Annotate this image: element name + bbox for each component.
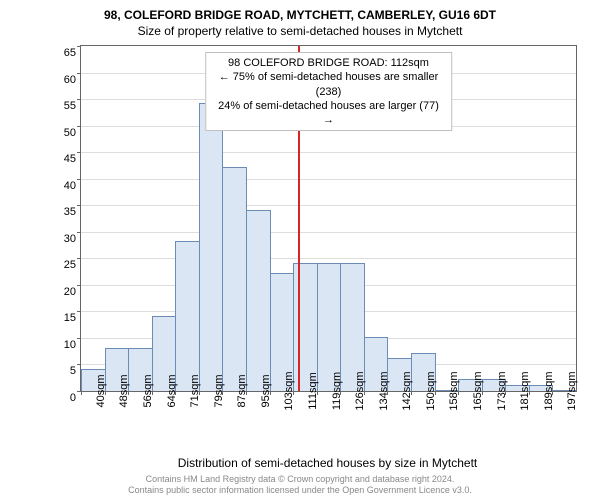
annotation-line3: 24% of semi-detached houses are larger (… <box>212 99 446 128</box>
y-tick-label: 40 <box>64 180 81 192</box>
y-tick-mark <box>77 73 81 74</box>
y-tick-mark <box>77 232 81 233</box>
x-tick-mark <box>411 391 412 395</box>
x-tick-mark <box>128 391 129 395</box>
x-tick-mark <box>81 391 82 395</box>
y-tick-label: 65 <box>64 47 81 59</box>
footer-line1: Contains HM Land Registry data © Crown c… <box>0 474 600 485</box>
y-tick-label: 0 <box>70 392 81 404</box>
x-tick-mark <box>199 391 200 395</box>
y-tick-mark <box>77 46 81 47</box>
grid-line <box>81 152 576 153</box>
y-tick-label: 35 <box>64 206 81 218</box>
x-tick-mark <box>364 391 365 395</box>
x-tick-mark <box>387 391 388 395</box>
annotation-box: 98 COLEFORD BRIDGE ROAD: 112sqm ← 75% of… <box>205 52 453 131</box>
y-tick-label: 5 <box>70 365 81 377</box>
chart-title-main: 98, COLEFORD BRIDGE ROAD, MYTCHETT, CAMB… <box>0 0 600 22</box>
histogram-bar <box>246 210 271 391</box>
chart-title-sub: Size of property relative to semi-detach… <box>0 22 600 38</box>
grid-line <box>81 232 576 233</box>
x-axis-label: Distribution of semi-detached houses by … <box>178 456 477 470</box>
plot-area: 0510152025303540455055606540sqm48sqm56sq… <box>80 45 577 392</box>
histogram-bar <box>222 167 247 391</box>
annotation-line1: 98 COLEFORD BRIDGE ROAD: 112sqm <box>212 56 446 70</box>
x-tick-mark <box>246 391 247 395</box>
y-tick-mark <box>77 179 81 180</box>
y-tick-label: 15 <box>64 312 81 324</box>
y-tick-mark <box>77 99 81 100</box>
y-tick-mark <box>77 311 81 312</box>
x-tick-mark <box>270 391 271 395</box>
y-tick-label: 45 <box>64 153 81 165</box>
x-tick-mark <box>293 391 294 395</box>
x-tick-mark <box>222 391 223 395</box>
x-tick-mark <box>505 391 506 395</box>
y-tick-mark <box>77 285 81 286</box>
y-tick-label: 30 <box>64 233 81 245</box>
chart-container: Number of semi-detached properties 05101… <box>55 45 575 415</box>
grid-line <box>81 205 576 206</box>
x-tick-mark <box>482 391 483 395</box>
x-tick-mark <box>317 391 318 395</box>
x-tick-mark <box>529 391 530 395</box>
x-tick-mark <box>105 391 106 395</box>
footer: Contains HM Land Registry data © Crown c… <box>0 474 600 496</box>
y-tick-label: 25 <box>64 259 81 271</box>
annotation-line2: ← 75% of semi-detached houses are smalle… <box>212 70 446 99</box>
x-tick-mark <box>435 391 436 395</box>
grid-line <box>81 179 576 180</box>
histogram-bar <box>199 103 224 391</box>
y-tick-label: 60 <box>64 74 81 86</box>
footer-line2: Contains public sector information licen… <box>0 485 600 496</box>
x-tick-label: 197sqm <box>558 371 578 410</box>
x-tick-mark <box>458 391 459 395</box>
y-tick-mark <box>77 205 81 206</box>
y-tick-mark <box>77 152 81 153</box>
grid-line <box>81 258 576 259</box>
y-tick-label: 10 <box>64 339 81 351</box>
y-tick-label: 50 <box>64 127 81 139</box>
y-tick-mark <box>77 126 81 127</box>
histogram-bar <box>175 241 200 391</box>
y-tick-label: 20 <box>64 286 81 298</box>
y-tick-mark <box>77 258 81 259</box>
x-tick-mark <box>175 391 176 395</box>
x-tick-mark <box>152 391 153 395</box>
y-tick-label: 55 <box>64 100 81 112</box>
y-tick-mark <box>77 364 81 365</box>
x-tick-mark <box>552 391 553 395</box>
x-tick-mark <box>340 391 341 395</box>
y-tick-mark <box>77 338 81 339</box>
